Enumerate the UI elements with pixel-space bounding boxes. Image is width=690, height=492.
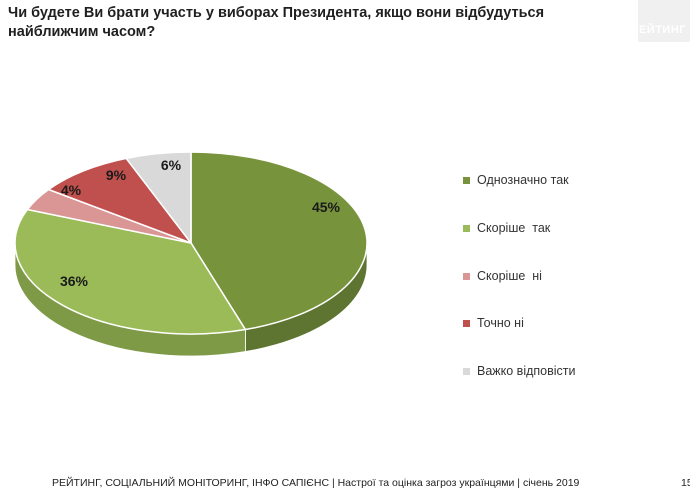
data-label-1: 36% bbox=[60, 273, 89, 289]
pie-labels: 45% 36% 4% 9% 6% bbox=[60, 157, 341, 289]
chart-title: Чи будете Ви брати участь у виборах През… bbox=[8, 5, 545, 40]
legend-swatch-2 bbox=[463, 272, 470, 280]
legend-item-4: Важко відповісти bbox=[463, 363, 576, 379]
legend-item-2: Скоріше ні bbox=[463, 268, 542, 284]
legend-swatch-1 bbox=[463, 224, 470, 232]
pie-slice-0 bbox=[190, 151, 368, 331]
legend-swatch-4 bbox=[463, 367, 470, 375]
legend-item-1: Скоріше так bbox=[463, 220, 550, 236]
legend-swatch-3 bbox=[463, 319, 470, 327]
legend-label-4: Важко відповісти bbox=[477, 364, 576, 378]
page-number: 15 bbox=[681, 477, 690, 489]
pie-slice-3 bbox=[47, 157, 194, 245]
pie-chart: 45% 36% 4% 9% 6% bbox=[14, 151, 368, 357]
data-label-3: 9% bbox=[106, 167, 127, 183]
legend-label-1: Скоріше так bbox=[477, 221, 551, 235]
legend-swatch-0 bbox=[463, 176, 470, 184]
legend-label-0: Однозначно так bbox=[477, 173, 569, 187]
data-label-2: 4% bbox=[61, 182, 82, 198]
footer-text: РЕЙТИНГ, СОЦІАЛЬНИЙ МОНІТОРИНГ, ІНФО САП… bbox=[52, 477, 580, 489]
legend-label-2: Скоріше ні bbox=[477, 269, 542, 283]
data-label-4: 6% bbox=[161, 157, 182, 173]
legend-item-3: Точно ні bbox=[463, 315, 524, 331]
legend-item-0: Однозначно так bbox=[463, 172, 569, 188]
brand-logo: РЕЙТИНГ bbox=[631, 0, 690, 42]
legend-label-3: Точно ні bbox=[477, 316, 524, 330]
pie-slice-4 bbox=[124, 151, 192, 246]
data-label-0: 45% bbox=[312, 199, 341, 215]
pie-slice-1 bbox=[14, 208, 247, 335]
pie-tops bbox=[14, 151, 368, 335]
